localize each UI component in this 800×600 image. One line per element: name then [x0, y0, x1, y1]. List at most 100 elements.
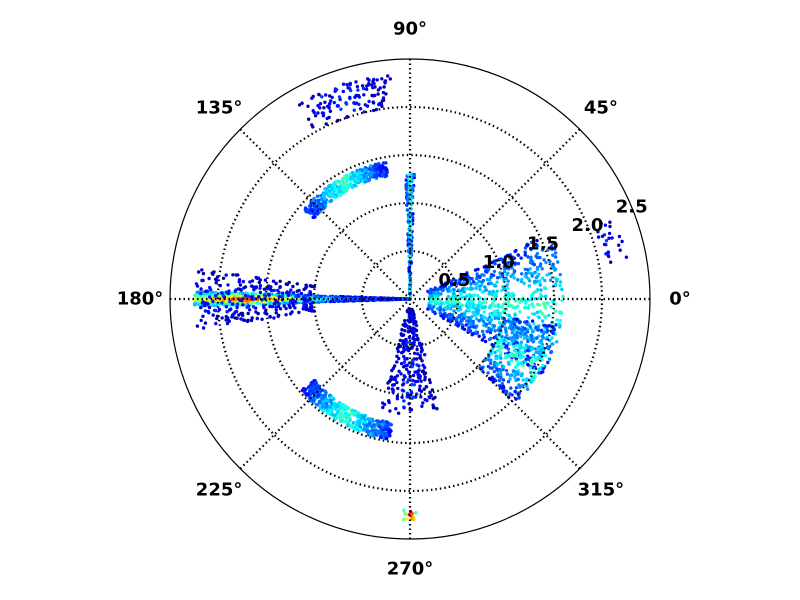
scatter-point [511, 305, 515, 310]
scatter-point [250, 316, 254, 320]
scatter-point [332, 100, 336, 105]
scatter-point [402, 405, 406, 409]
scatter-point [517, 396, 521, 400]
scatter-point [474, 317, 479, 321]
scatter-point [461, 281, 465, 285]
scatter-point [443, 306, 448, 310]
scatter-point [484, 288, 489, 292]
scatter-point [207, 305, 212, 310]
scatter-point [241, 303, 245, 307]
scatter-point [346, 186, 350, 190]
scatter-point [514, 354, 519, 358]
scatter-point [523, 253, 527, 257]
scatter-point [267, 301, 272, 306]
scatter-point [495, 280, 499, 284]
scatter-point [234, 309, 239, 314]
scatter-point [520, 345, 524, 349]
scatter-point [525, 387, 530, 391]
scatter-point [402, 508, 406, 512]
scatter-point [358, 425, 363, 429]
scatter-point [207, 276, 211, 281]
scatter-point [263, 278, 268, 282]
scatter-point [349, 411, 354, 415]
scatter-point [495, 367, 499, 372]
scatter-point [404, 323, 408, 327]
scatter-point [414, 511, 418, 515]
scatter-point [324, 191, 328, 196]
scatter-point [529, 255, 533, 259]
scatter-point [525, 322, 529, 327]
scatter-point [427, 378, 432, 382]
scatter-point [321, 202, 325, 206]
scatter-point [537, 272, 541, 276]
scatter-point [269, 285, 273, 289]
scatter-point [608, 220, 612, 224]
scatter-point [424, 384, 428, 389]
scatter-point [499, 350, 503, 355]
scatter-point [259, 295, 264, 299]
scatter-point [249, 301, 253, 305]
scatter-point [525, 344, 530, 348]
scatter-point [484, 301, 488, 305]
scatter-point [277, 302, 281, 306]
scatter-point [542, 366, 546, 370]
scatter-point [404, 185, 408, 189]
scatter-point [267, 293, 271, 297]
scatter-point [418, 384, 422, 388]
scatter-point [551, 331, 555, 335]
scatter-point [457, 314, 462, 318]
scatter-point [325, 186, 329, 191]
scatter-point [297, 103, 302, 107]
scatter-point [531, 354, 535, 359]
scatter-point [308, 204, 312, 208]
scatter-point [322, 205, 326, 209]
scatter-point [523, 267, 527, 271]
scatter-point [206, 309, 210, 314]
scatter-point [338, 189, 343, 193]
scatter-point [311, 215, 316, 220]
scatter-point [410, 358, 415, 363]
scatter-point [486, 371, 490, 375]
scatter-point [225, 310, 229, 314]
cluster-4 [297, 74, 392, 129]
scatter-point [265, 287, 270, 291]
scatter-point [214, 298, 218, 303]
scatter-point [516, 377, 520, 382]
scatter-point [420, 359, 424, 363]
scatter-point [360, 168, 365, 172]
scatter-point [528, 267, 532, 271]
scatter-point [322, 408, 326, 412]
scatter-point [401, 389, 406, 393]
scatter-point [530, 302, 534, 306]
scatter-point [473, 313, 478, 318]
scatter-point [462, 312, 467, 316]
scatter-point [446, 294, 451, 299]
scatter-point [319, 194, 323, 198]
scatter-point [311, 94, 315, 99]
scatter-point [416, 379, 420, 383]
theta-tick-label: 135° [196, 98, 243, 119]
scatter-point [511, 369, 516, 374]
scatter-point [496, 276, 500, 280]
scatter-point [284, 306, 288, 311]
scatter-point [345, 413, 349, 417]
scatter-point [503, 356, 508, 360]
scatter-point [542, 331, 546, 336]
scatter-point [356, 93, 361, 98]
theta-tick-label: 270° [387, 559, 434, 580]
scatter-point [545, 330, 549, 334]
scatter-point [213, 294, 218, 298]
scatter-point [351, 421, 355, 425]
scatter-point [285, 291, 289, 295]
scatter-point [514, 386, 519, 390]
scatter-point [474, 330, 478, 335]
scatter-point [371, 101, 376, 105]
scatter-point [531, 292, 535, 296]
scatter-point [403, 329, 407, 333]
scatter-point [240, 311, 245, 316]
scatter-point [203, 309, 208, 313]
scatter-point [237, 313, 241, 317]
scatter-point [385, 420, 389, 424]
scatter-point [554, 309, 558, 313]
scatter-point [535, 251, 540, 256]
